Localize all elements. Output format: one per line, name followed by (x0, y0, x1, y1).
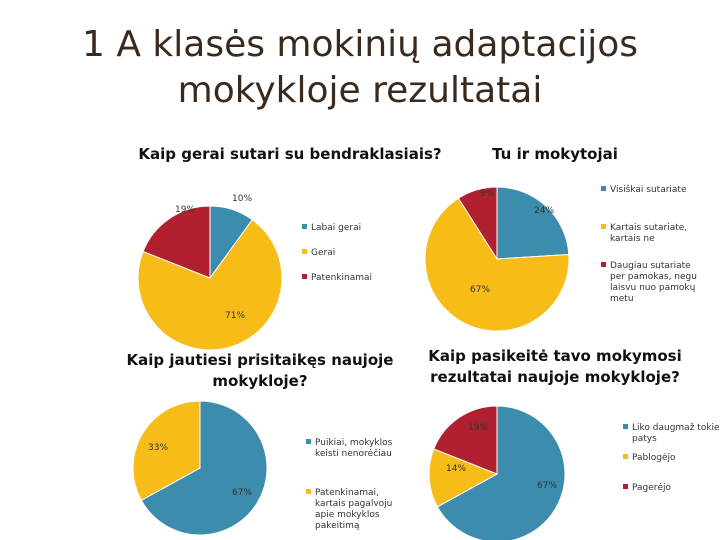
chart3-data-label-1: 67% (232, 488, 252, 498)
chart4-data-label-1: 67% (537, 481, 557, 491)
chart2-slice-1 (496, 186, 570, 260)
chart2-legend-marker-3 (601, 262, 606, 267)
chart2-legend-entry-2: Kartais sutariate, kartais ne (610, 223, 687, 244)
chart4-data-label-2: 14% (446, 464, 466, 474)
chart2-data-label-3: 9% (480, 189, 495, 199)
chart2-slice-3 (457, 186, 498, 261)
chart3-legend-marker-2 (306, 489, 311, 494)
chart4-legend-marker-1 (623, 424, 628, 429)
chart3-data-label-2: 33% (148, 443, 168, 453)
chart2-title: Tu ir mokytojai (492, 145, 618, 163)
chart2-legend-marker-2 (601, 224, 606, 229)
chart2-legend-entry-3: Daugiau sutariate per pamokas, negu laisvu… (610, 261, 697, 304)
chart1-data-label-1: 10% (232, 194, 252, 204)
chart3-title: Kaip jautiesi prisitaikęs naujoje mokykl… (126, 351, 394, 390)
chart4-legend-entry-2: Pablogėjo (632, 453, 676, 463)
chart4-slice-1 (436, 405, 566, 540)
chart2-legend-entry-1: Visiškai sutariate (610, 184, 687, 195)
chart2-data-label-1: 24% (534, 206, 554, 216)
page-title: 1 A klasės mokinių adaptacijos mokykloje… (81, 24, 639, 111)
chart3-legend-entry-1: Puikiai, mokyklos keisti nenorėčiau (315, 438, 393, 459)
chart4-slice-2 (428, 448, 499, 508)
chart2-legend-marker-1 (601, 186, 606, 191)
chart1-data-label-3: 19% (175, 205, 195, 215)
chart1-legend-marker-3 (302, 274, 307, 279)
chart4-slice-3 (433, 405, 498, 475)
chart1-slice-3 (142, 205, 211, 279)
chart1-legend-entry-1: Labai gerai (311, 223, 361, 233)
chart1-legend-entry-2: Gerai (311, 248, 335, 258)
chart1-legend-entry-3: Patenkinamai (311, 273, 372, 283)
chart1-legend-marker-2 (302, 249, 307, 254)
chart3-slice-2 (132, 400, 201, 501)
chart2-slice-2 (424, 197, 570, 332)
chart1-title: Kaip gerai sutari su bendraklasiais? (138, 145, 442, 163)
chart4-legend-marker-2 (623, 454, 628, 459)
chart2-data-label-2: 67% (470, 285, 490, 295)
chart1-data-label-2: 71% (225, 311, 245, 321)
chart4-legend-marker-3 (623, 484, 628, 489)
chart3-legend-marker-1 (306, 439, 311, 444)
chart1-legend-marker-1 (302, 224, 307, 229)
chart3-slice-1 (140, 400, 268, 536)
chart4-legend-entry-3: Pagerėjo (632, 483, 672, 493)
chart1-slice-2 (137, 219, 283, 351)
chart3-legend-entry-2: Patenkinamai, kartais pagalvoju apie mokyk… (315, 488, 392, 531)
chart4-data-label-3: 19% (468, 423, 488, 433)
chart4-title: Kaip pasikeitė tavo mokymosi rezultatai … (428, 347, 682, 386)
chart4-legend-entry-1: Liko daugmaž tokie patys (632, 423, 720, 444)
